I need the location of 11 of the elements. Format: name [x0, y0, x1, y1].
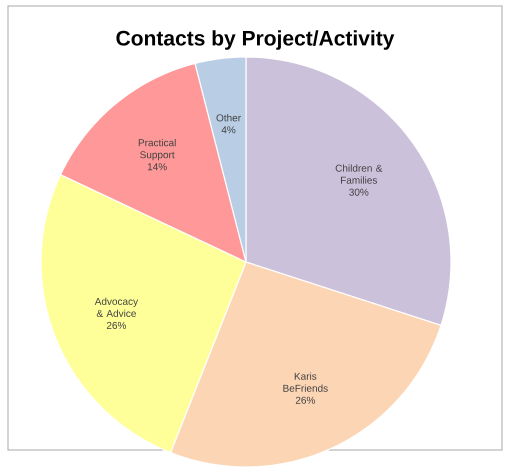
slice-label: Other	[216, 114, 241, 122]
data-label: 4%	[222, 126, 236, 134]
data-label: 26%	[296, 396, 316, 404]
data-label: 14%	[148, 163, 167, 170]
data-label: 30%	[349, 188, 368, 196]
slice-label: Practical Support	[138, 139, 176, 160]
slice-label: Advocacy & Advice	[94, 298, 138, 318]
chart-title: Contacts by Project/Activity	[116, 30, 394, 50]
slice-label: Children & Families	[336, 164, 382, 184]
slice-label: Karis BeFriends	[283, 372, 328, 392]
data-label: 26%	[106, 322, 126, 330]
